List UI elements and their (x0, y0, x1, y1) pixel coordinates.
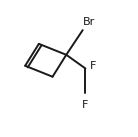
Text: F: F (82, 100, 89, 110)
Text: F: F (90, 61, 96, 71)
Text: Br: Br (83, 17, 95, 27)
